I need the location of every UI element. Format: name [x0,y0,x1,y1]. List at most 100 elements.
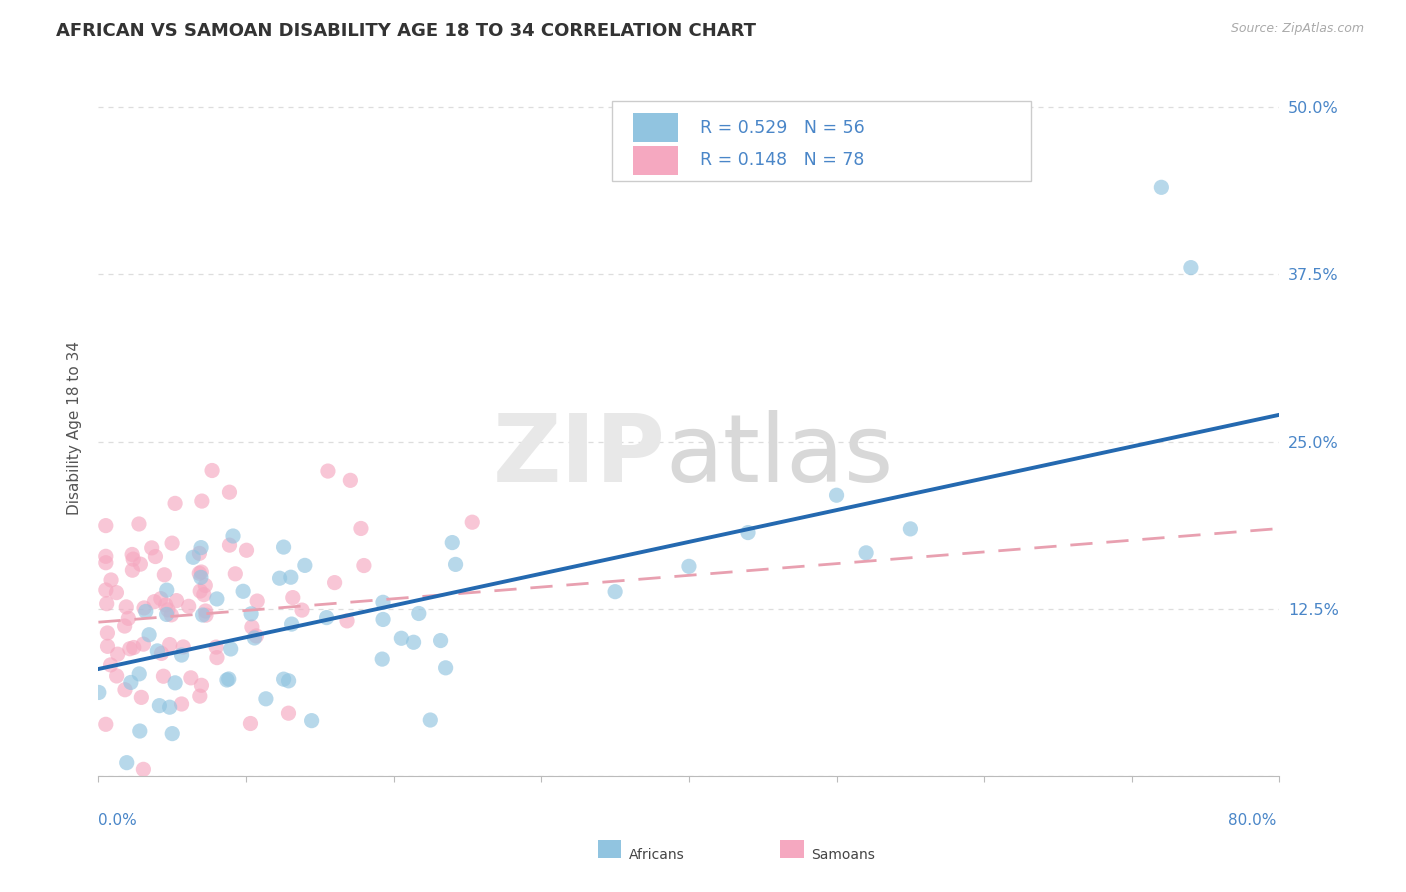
Point [122,552,145,566]
Point [1180,260,1202,275]
Point [155,598,177,612]
Point [205,591,228,606]
Point [825,488,848,502]
Point [128,666,150,681]
Point [131,690,153,705]
Point [273,672,295,686]
Point [254,691,277,706]
Point [115,599,138,614]
Point [146,644,169,658]
Point [156,583,179,598]
Point [120,675,142,690]
Point [191,494,214,508]
Point [115,756,138,770]
Point [156,603,179,617]
Point [429,633,451,648]
Point [316,464,339,478]
Point [188,584,211,599]
Point [280,570,302,584]
Point [114,682,136,697]
Point [215,673,238,687]
Point [280,617,302,632]
Point [190,570,212,584]
Point [353,558,375,573]
Point [145,549,167,564]
Bar [634,113,678,142]
Point [434,661,457,675]
Point [273,540,295,554]
Point [141,541,163,555]
Point [129,557,152,571]
Point [188,546,211,560]
Point [240,607,263,621]
Point [132,601,155,615]
Point [371,612,394,626]
Point [96,626,118,640]
Point [180,671,202,685]
Point [350,521,373,535]
Point [172,640,194,654]
Point [336,614,359,628]
Point [138,628,160,642]
Point [294,558,316,573]
Point [135,604,157,618]
Point [240,620,263,634]
Point [128,724,150,739]
Text: R = 0.148   N = 78: R = 0.148 N = 78 [700,152,863,169]
Point [301,714,323,728]
Point [94,549,117,564]
Point [132,762,155,776]
Point [94,717,117,731]
Point [277,706,299,721]
Text: R = 0.529   N = 56: R = 0.529 N = 56 [700,119,865,136]
Point [159,638,181,652]
Point [159,700,181,714]
Point [1150,180,1173,194]
Text: 0.0%: 0.0% [98,814,138,828]
Point [232,584,254,599]
Point [128,516,150,531]
Point [402,635,425,649]
Point [165,676,187,690]
Point [94,582,117,597]
Point [605,584,627,599]
Point [222,529,245,543]
Point [408,607,430,621]
Point [419,713,441,727]
Point [94,518,117,533]
Point [156,607,179,622]
Text: Africans: Africans [628,847,685,862]
Point [117,611,139,625]
Point [121,548,143,562]
FancyBboxPatch shape [612,101,1032,181]
Point [201,463,224,477]
Point [181,550,204,565]
Point [193,588,215,602]
Point [277,673,299,688]
Point [218,538,240,552]
Point [132,637,155,651]
Point [152,669,174,683]
Y-axis label: Disability Age 18 to 34: Disability Age 18 to 34 [67,341,83,516]
Point [315,610,337,624]
Point [96,640,118,654]
Point [239,716,262,731]
Point [114,619,136,633]
Point [218,485,240,500]
Point [190,565,212,579]
Point [194,604,217,618]
Point [143,595,166,609]
Point [160,726,183,740]
Point [205,650,228,665]
Bar [634,145,678,175]
Text: atlas: atlas [665,410,894,502]
Point [96,597,118,611]
Point [87,685,110,699]
Text: Source: ZipAtlas.com: Source: ZipAtlas.com [1230,22,1364,36]
Point [245,629,267,643]
Point [100,573,122,587]
Text: Samoans: Samoans [811,847,875,862]
Point [291,603,314,617]
Point [371,595,394,609]
Point [281,591,304,605]
